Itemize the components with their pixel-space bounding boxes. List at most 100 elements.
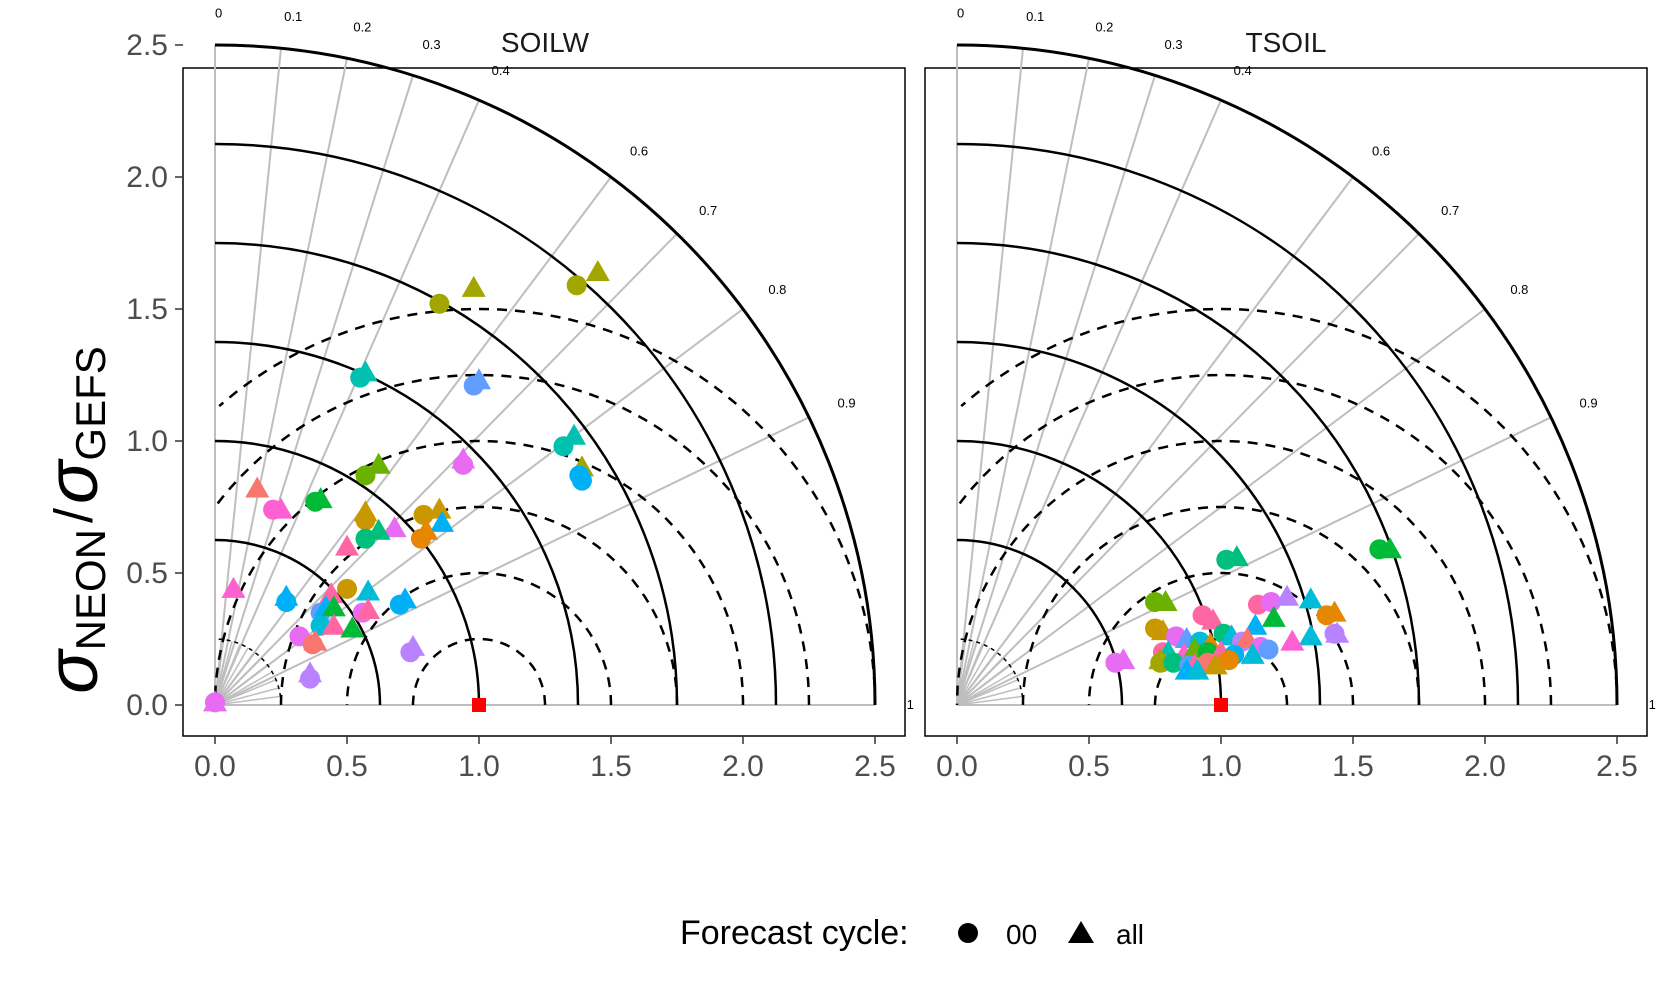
data-point-triangle bbox=[1224, 545, 1249, 567]
correlation-label: 0.3 bbox=[1165, 37, 1183, 52]
correlation-label: 0.7 bbox=[1441, 203, 1459, 218]
y-tick-label: 1.5 bbox=[126, 293, 168, 326]
correlation-label: 0.2 bbox=[353, 19, 371, 34]
x-tick-label: 0.0 bbox=[936, 750, 978, 783]
panel-border-soilw bbox=[182, 67, 906, 737]
data-point-triangle bbox=[562, 423, 587, 445]
correlation-ray bbox=[956, 48, 1024, 706]
data-point-triangle bbox=[427, 497, 452, 519]
y-axis-label: σNEON/σGEFS bbox=[33, 346, 114, 694]
y-axis-label-sigma-neon: σ bbox=[33, 648, 113, 694]
correlation-label: 0.7 bbox=[699, 203, 717, 218]
correlation-fine-ray bbox=[956, 641, 975, 706]
data-point-triangle bbox=[274, 584, 299, 606]
data-point-triangle bbox=[1377, 537, 1402, 559]
data-point-triangle bbox=[1261, 605, 1286, 627]
svg-text:σNEON/σGEFS: σNEON/σGEFS bbox=[33, 346, 114, 694]
legend: Forecast cycle: 00 all bbox=[680, 914, 1144, 952]
data-point-circle bbox=[1261, 592, 1282, 613]
data-point-circle bbox=[1163, 652, 1184, 673]
data-point-triangle bbox=[401, 634, 425, 656]
data-point-triangle bbox=[461, 275, 486, 297]
y-axis-label-separator: / bbox=[44, 508, 104, 523]
data-point-circle bbox=[337, 578, 357, 599]
plot-area-tsoil: 0 0.1 0.2 0.3 0.4 0.6 0.7 0.8 0.9 1 0.0 0.5 1.0 1.5 2.… bbox=[936, 5, 1656, 783]
correlation-fine-ray bbox=[956, 679, 1019, 706]
rmsd-arc bbox=[213, 439, 745, 705]
rmsd-arc bbox=[218, 307, 877, 706]
correlation-label: 0.2 bbox=[1095, 19, 1113, 34]
x-tick-label: 1.5 bbox=[1332, 750, 1374, 783]
data-point-triangle bbox=[340, 616, 365, 638]
correlation-fine-ray bbox=[956, 643, 983, 706]
rmsd-arc bbox=[279, 505, 679, 705]
data-point-triangle bbox=[321, 613, 346, 635]
correlation-label: 0.4 bbox=[492, 63, 510, 78]
sd-arc bbox=[956, 340, 1322, 706]
data-point-triangle bbox=[430, 510, 455, 532]
sd-arc bbox=[214, 142, 778, 706]
rmsd-arc bbox=[960, 307, 1619, 706]
data-point-triangle bbox=[308, 487, 333, 509]
rmsd-arc bbox=[955, 439, 1487, 705]
data-point-triangle bbox=[353, 360, 378, 382]
data-point-triangle bbox=[1243, 613, 1268, 635]
data-point-circle bbox=[429, 293, 450, 314]
data-point-triangle bbox=[1275, 584, 1299, 606]
reference-point bbox=[472, 698, 486, 712]
data-point-triangle bbox=[269, 497, 293, 519]
sd-arc bbox=[214, 241, 679, 706]
data-point-triangle bbox=[1298, 587, 1323, 609]
data-point-triangle bbox=[298, 661, 323, 683]
correlation-label: 0.9 bbox=[838, 396, 856, 411]
legend-circle-icon bbox=[958, 923, 978, 943]
data-point-circle bbox=[566, 275, 587, 296]
data-point-triangle bbox=[366, 452, 391, 474]
correlation-label: 0.4 bbox=[1234, 63, 1252, 78]
correlation-ray bbox=[214, 75, 414, 706]
correlation-ray bbox=[214, 176, 612, 706]
correlation-fine-ray bbox=[956, 695, 1023, 706]
x-tick-label: 1.0 bbox=[458, 750, 500, 783]
correlation-label: 0.8 bbox=[1510, 282, 1528, 297]
panel-tsoil: TSOIL 0 0.1 0.2 0.3 0.4 0.6 0.7 0.8 0.9 1 0.0 0.5 1.… bbox=[924, 5, 1656, 783]
correlation-label: 0.8 bbox=[768, 282, 786, 297]
data-point-circle bbox=[1218, 650, 1239, 671]
correlation-fine-ray bbox=[956, 664, 1010, 706]
correlation-ray bbox=[956, 232, 1420, 706]
x-tick-label: 1.0 bbox=[1200, 750, 1242, 783]
data-point-triangle bbox=[1203, 653, 1228, 675]
data-point-triangle bbox=[451, 447, 476, 469]
sd-arc bbox=[214, 638, 282, 706]
data-point-triangle bbox=[356, 597, 381, 619]
correlation-fine-ray bbox=[956, 687, 1021, 706]
correlation-label: 0 bbox=[957, 5, 964, 20]
correlation-label: 0.6 bbox=[630, 144, 648, 159]
data-point-circle bbox=[571, 470, 592, 491]
correlation-fine-ray bbox=[956, 647, 991, 706]
y-tick-label: 2.5 bbox=[126, 29, 168, 62]
reference-point bbox=[1214, 698, 1228, 712]
data-point-triangle bbox=[382, 516, 407, 538]
correlation-label: 0.3 bbox=[423, 37, 441, 52]
x-tick-label: 2.0 bbox=[722, 750, 764, 783]
x-tick-label: 2.5 bbox=[854, 750, 896, 783]
data-point-triangle bbox=[1280, 629, 1305, 651]
panel-title-tsoil: TSOIL bbox=[1246, 27, 1327, 58]
correlation-label: 0 bbox=[215, 5, 222, 20]
data-point-triangle bbox=[1111, 648, 1136, 670]
data-point-triangle bbox=[467, 368, 491, 390]
panel-border-tsoil bbox=[924, 67, 1648, 737]
correlation-label: 0.1 bbox=[284, 9, 302, 24]
data-point-triangle bbox=[321, 595, 346, 617]
data-point-triangle bbox=[335, 534, 359, 556]
sd-arc bbox=[956, 638, 1024, 706]
y-tick-label: 1.0 bbox=[126, 425, 168, 458]
correlation-ray bbox=[214, 232, 678, 706]
rmsd-arc bbox=[1087, 571, 1355, 705]
correlation-label: 0.6 bbox=[1372, 144, 1390, 159]
data-point-triangle bbox=[203, 690, 227, 712]
correlation-fine-ray bbox=[956, 671, 1015, 706]
sd-arc bbox=[214, 340, 580, 706]
y-axis-label-neon: NEON bbox=[67, 529, 114, 650]
